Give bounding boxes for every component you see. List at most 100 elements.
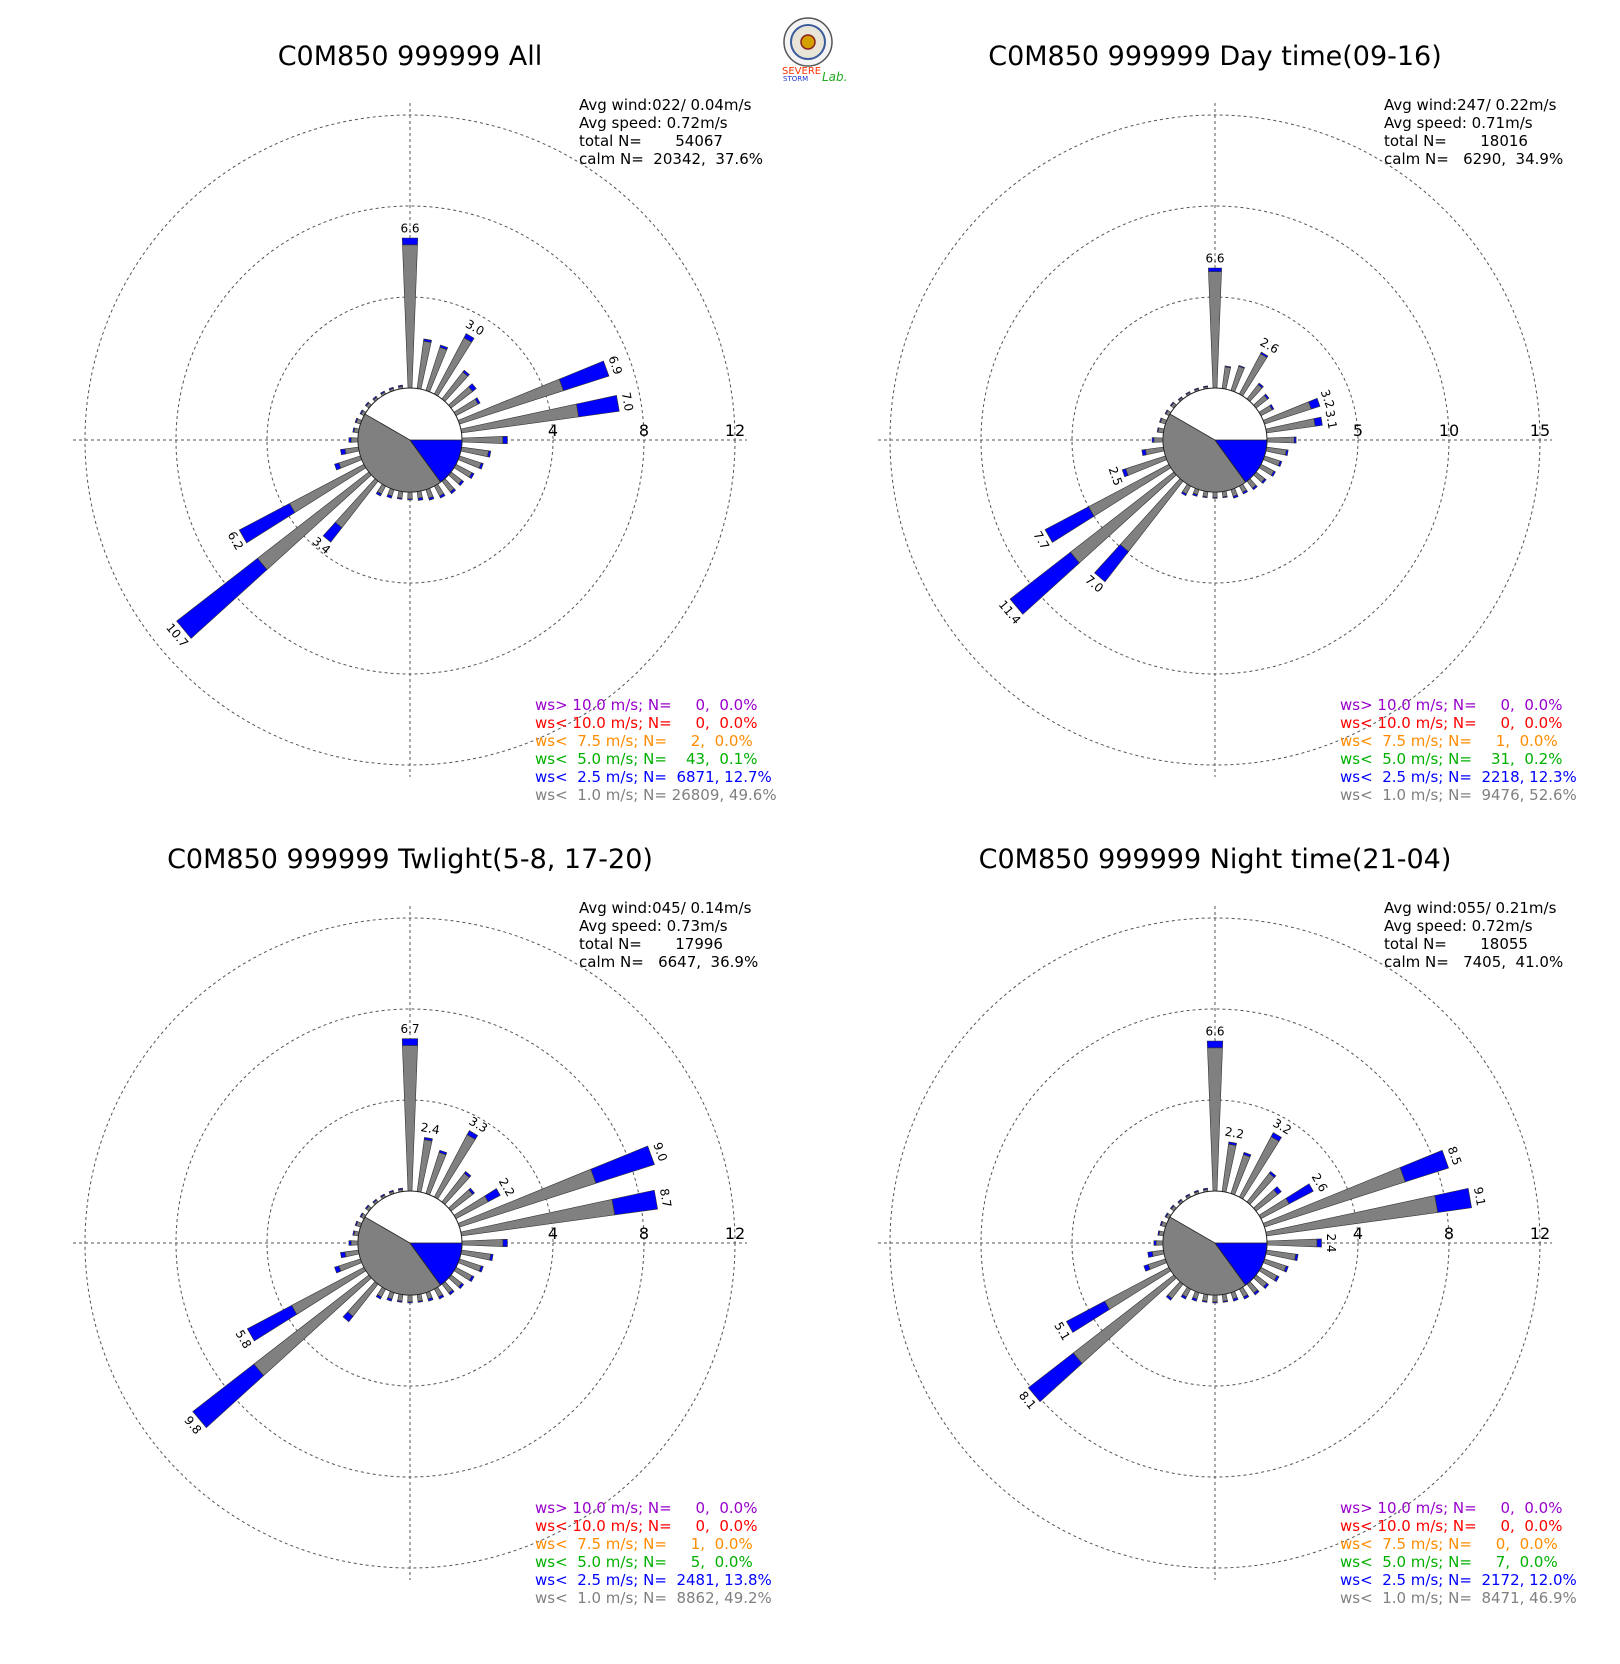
petal-0-lt25 [1208,267,1222,272]
petal-270-lt1 [1155,1240,1164,1246]
petal-70-lt25 [558,360,610,392]
petal-30-lt25 [1270,1132,1282,1142]
legend-lt1: ws< 1.0 m/s; N= 8862, 49.2% [535,1589,772,1607]
petal-90-lt1 [461,436,504,444]
stats-line-3: total N= 18016 [1384,132,1528,150]
petal-110-lt1 [1262,455,1281,467]
petal-310-lt25 [1169,401,1175,407]
petal-100-lt25 [489,1253,494,1262]
calm-wedge-gray [1162,1216,1247,1296]
petal-10-lt25 [423,1137,433,1142]
petal-240-lt25 [1065,1300,1110,1333]
ring-label-8: 8 [1444,1224,1454,1243]
stats-line-2: Avg speed: 0.71m/s [1384,114,1533,132]
petal-label-0: 6.6 [1205,1024,1224,1038]
severe-storm-lab-logo: SEVERE STORM Lab. [782,17,847,84]
petal-180-lt1 [1212,1294,1218,1303]
petal-340-lt25 [1193,387,1199,391]
stats-line-3: total N= 17996 [579,935,723,953]
petal-50-lt25 [468,383,477,392]
ring-label-12: 12 [1530,1224,1550,1243]
petal-50-lt25 [1263,393,1270,400]
petal-30-lt25 [463,333,475,343]
petal-300-lt25 [359,409,364,415]
petal-260-lt1 [344,446,360,455]
calm-wedge-blue [1214,1242,1268,1286]
petal-110-lt25 [478,462,484,470]
petal-300-lt25 [1164,1212,1169,1218]
petal-180-lt25 [407,1301,413,1304]
petal-label-90: 2.4 [1324,1233,1338,1252]
petal-280-lt25 [1156,427,1160,433]
petal-250-lt25 [334,462,342,471]
petal-210-lt25 [375,1294,382,1300]
petal-70-lt25 [1308,397,1321,410]
petal-100-lt1 [460,1249,492,1261]
petal-100-lt1 [1265,446,1287,456]
petal-label-80: 8.7 [657,1187,674,1208]
petal-70-lt25 [590,1145,655,1184]
petal-60-lt25 [484,1188,501,1203]
petal-0-lt25 [401,1038,419,1046]
legend-lt75: ws< 7.5 m/s; N= 1, 0.0% [535,1535,753,1553]
petal-350-lt25 [397,1187,403,1191]
petal-0-lt25 [401,237,419,246]
petal-250-lt1 [338,1258,363,1272]
petal-350-lt25 [1203,385,1209,388]
legend-lt75: ws< 7.5 m/s; N= 2, 0.0% [535,732,753,750]
petal-label-70: 3.2 [1318,388,1338,411]
petal-210-lt25 [1181,491,1187,497]
petal-330-lt25 [380,390,386,395]
panel-title: C0M850 999999 Twlight(5-8, 17-20) [167,844,653,875]
petal-250-lt25 [1121,468,1129,478]
petal-240-lt25 [246,1304,298,1342]
petal-100-lt25 [1294,1253,1299,1262]
petal-120-lt25 [468,472,475,480]
legend-lt10: ws< 10.0 m/s; N= 0, 0.0% [1340,714,1562,732]
petal-120-lt25 [1273,1275,1280,1283]
legend-lt75: ws< 7.5 m/s; N= 0, 0.0% [1340,1535,1558,1553]
petal-170-lt25 [417,1300,424,1303]
petal-190-lt25 [1201,1300,1208,1303]
legend-lt25: ws< 2.5 m/s; N= 2218, 12.3% [1340,768,1577,786]
calm-wedge-blue [409,439,463,483]
petal-220-lt25 [1094,544,1129,583]
stats-line-4: calm N= 6290, 34.9% [1384,150,1563,168]
petal-0-lt1 [1208,271,1222,389]
petal-40-lt25 [1268,1170,1277,1178]
petal-10-lt1 [1221,366,1231,390]
petal-10-lt25 [423,338,432,343]
panel-title: C0M850 999999 Night time(21-04) [979,844,1452,875]
logo-storm-text: STORM [783,75,808,83]
ring-label-4: 4 [548,421,558,440]
calm-wedge-gray [357,413,442,493]
ring-label-12: 12 [725,1224,745,1243]
petal-270-lt25 [348,1240,352,1246]
petal-330-lt25 [1185,391,1191,395]
petal-100-lt25 [487,450,492,458]
petal-80-lt25 [576,395,620,418]
petal-40-lt25 [463,1170,472,1178]
petal-90-lt25 [1316,1238,1322,1248]
petal-260-lt25 [340,1251,347,1259]
petal-90-lt1 [1266,436,1295,444]
petal-150-lt25 [439,493,446,499]
petal-130-lt25 [1261,478,1267,484]
ring-label-4: 4 [1353,1224,1363,1243]
petal-220-lt1 [347,1281,379,1317]
petal-220-lt25 [322,521,343,543]
petal-label-0: 6.6 [400,221,419,235]
petal-160-lt25 [427,1297,434,1302]
panel-title: C0M850 999999 All [278,41,543,72]
petal-210-lt25 [1180,1294,1187,1300]
logo-severe-text: SEVERE [782,66,821,77]
petal-200-lt25 [1191,1297,1198,1302]
petal-170-lt1 [416,1293,423,1302]
petal-270-lt1 [350,437,359,443]
petal-300-lt25 [359,1212,364,1218]
petal-160-lt25 [1232,494,1239,499]
stats-line-2: Avg speed: 0.73m/s [579,917,728,935]
petal-250-lt1 [1147,1258,1168,1270]
petal-150-lt25 [438,1294,445,1300]
petal-180-lt1 [407,491,413,500]
